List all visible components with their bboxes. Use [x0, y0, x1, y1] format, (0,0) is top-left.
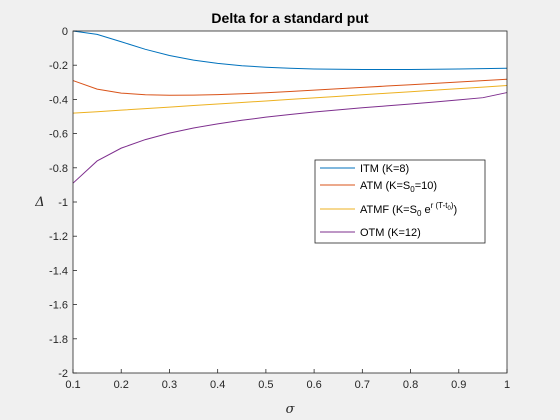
y-tick-label: -0.8 [49, 163, 68, 175]
y-tick-label: -0.2 [49, 60, 68, 72]
legend-subscript: 0 [417, 209, 422, 218]
plot-frame [72, 30, 508, 374]
legend-label-2: ATMF (K=S0 er (T-t0)) [360, 201, 457, 218]
x-tick-label: 0.3 [162, 379, 177, 391]
y-tick-label: -1.6 [49, 300, 68, 312]
legend-superscript: r (T-t [431, 201, 449, 210]
legend-superscript-tail: ) [451, 201, 454, 210]
legend-label-3: OTM (K=12) [360, 227, 421, 239]
series-layer [72, 30, 508, 184]
x-tick-label: 0.6 [306, 379, 321, 391]
legend-text-tail: ) [454, 204, 458, 216]
legend-text: OTM (K=12) [360, 227, 421, 239]
x-tick-label: 0.5 [258, 379, 273, 391]
series-line-3 [72, 92, 508, 184]
x-tick-label: 0.7 [355, 379, 370, 391]
legend-label-0: ITM (K=8) [360, 163, 409, 175]
y-axis-label: Δ [34, 195, 44, 210]
legend-text-tail: =10) [415, 180, 437, 192]
legend-text: ITM (K=8) [360, 163, 409, 175]
x-tick-label: 0.4 [210, 379, 225, 391]
x-tick-label: 1 [504, 379, 510, 391]
legend-text-mid: e [421, 204, 430, 216]
legend-subscript: 0 [410, 185, 415, 194]
x-tick-label: 0.1 [65, 379, 80, 391]
series-line-1 [72, 78, 508, 96]
series-line-0 [72, 30, 508, 70]
chart-title: Delta for a standard put [211, 10, 368, 26]
y-tick-label: -2 [58, 368, 68, 380]
x-tick-label: 0.2 [114, 379, 129, 391]
x-tick-label: 0.8 [403, 379, 418, 391]
legend-label-1: ATM (K=S0=10) [360, 180, 437, 194]
series-line-2 [72, 85, 508, 114]
legend: ITM (K=8)ATM (K=S0=10)ATMF (K=S0 er (T-t… [314, 159, 486, 244]
legend-text: ATM (K=S [360, 180, 410, 192]
legend-superscript-sub: 0 [447, 206, 451, 212]
y-tick-label: -0.6 [49, 129, 68, 141]
y-tick-label: -1.2 [49, 231, 68, 243]
y-tick-label: 0 [62, 26, 68, 38]
legend-box [314, 159, 486, 244]
y-tick-label: -1 [58, 197, 68, 209]
x-tick-label: 0.9 [451, 379, 466, 391]
legend-text: ATMF (K=S [360, 204, 417, 216]
y-tick-label: -1.4 [49, 265, 68, 277]
y-tick-label: -1.8 [49, 334, 68, 346]
y-tick-label: -0.4 [49, 94, 68, 106]
x-axis-label: σ [286, 402, 296, 417]
ticks-layer: 0.1 0.2 0.3 0.4 0.5 0.6 0.7 0.8 0.9 1 0 -0.2 -0.4 -0.… [49, 26, 510, 391]
